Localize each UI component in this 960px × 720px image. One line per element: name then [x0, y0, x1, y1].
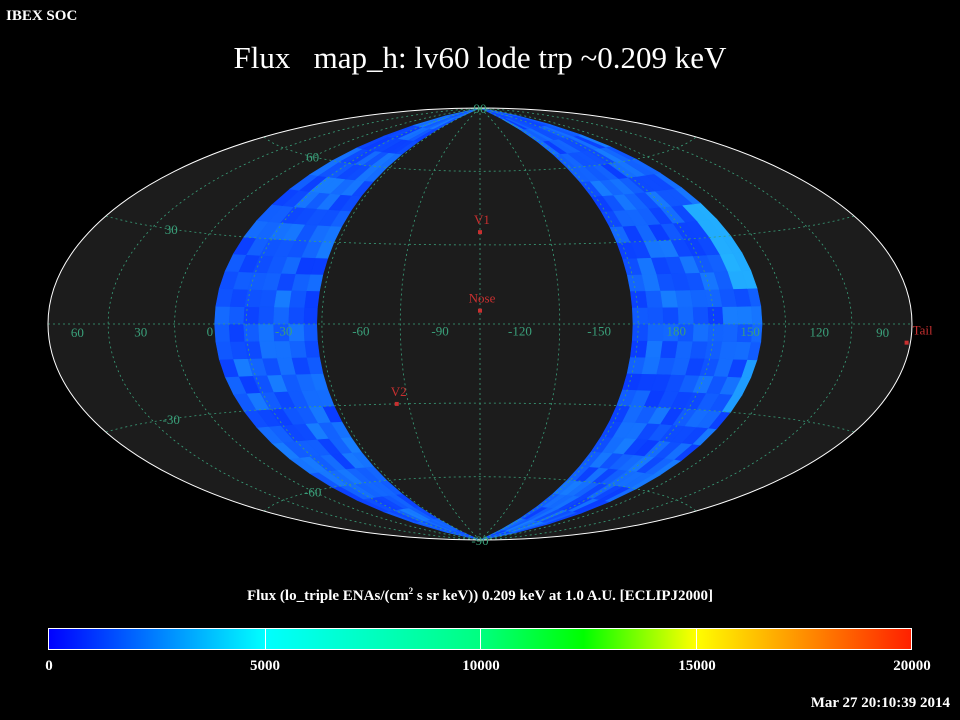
- longitude-label: 180: [667, 324, 687, 339]
- flux-cell: [289, 340, 308, 358]
- colorbar: [48, 628, 912, 650]
- flux-cell: [662, 306, 680, 325]
- flux-cell: [304, 290, 320, 308]
- flux-cell: [243, 306, 260, 325]
- meridian-line: [107, 107, 481, 541]
- colorbar-label: 5000: [250, 658, 280, 674]
- flux-cell: [645, 340, 664, 358]
- longitude-label: -90: [431, 323, 448, 338]
- flux-cell: [677, 306, 695, 325]
- flux-cell: [214, 323, 231, 343]
- caption-text-rest: s sr keV)) 0.209 keV at 1.0 A.U. [ECLIPJ…: [413, 588, 714, 604]
- latitude-label: 30: [165, 222, 178, 237]
- corner-label: IBEX SOC: [6, 8, 78, 24]
- graticule: [48, 107, 912, 541]
- parallel-line: [105, 215, 855, 246]
- flux-cell: [630, 290, 649, 308]
- parallel-line: [263, 136, 697, 172]
- flux-cell: [736, 305, 753, 325]
- marker-point: [478, 308, 482, 313]
- flux-cell: [751, 305, 763, 325]
- colorbar-label: 10000: [462, 658, 500, 674]
- flux-cell: [304, 340, 320, 358]
- flux-cell: [243, 323, 260, 342]
- flux-cell: [288, 306, 306, 325]
- flux-cell: [675, 289, 694, 308]
- graticule-labels: 60 30 0 -30 -60 -90 -120 -150 180 150 120 90 90 60 30 -…: [71, 101, 889, 548]
- flux-cell: [692, 323, 710, 342]
- flux-cell: [274, 340, 293, 359]
- flux-cell: [675, 340, 694, 359]
- marker-point: [394, 401, 399, 406]
- flux-cell: [645, 290, 664, 308]
- marker-label: V1: [474, 212, 490, 227]
- longitude-label: -60: [352, 323, 369, 338]
- flux-cell: [303, 323, 318, 342]
- colorbar-tick: [480, 629, 481, 649]
- colorbar-label: 15000: [678, 658, 716, 674]
- flux-cell: [660, 340, 679, 359]
- flux-cell: [258, 323, 275, 342]
- flux-layer: [214, 107, 763, 541]
- colorbar-tick: [695, 629, 697, 649]
- flux-cell: [707, 306, 724, 325]
- longitude-label: 30: [134, 324, 147, 339]
- latitude-label: -30: [163, 412, 180, 427]
- latitude-label: 90: [474, 101, 487, 116]
- markers: V1 Nose V2 Tail: [391, 212, 933, 406]
- map-outline: [47, 107, 913, 541]
- flux-cell: [707, 323, 724, 342]
- colorbar-tick: [264, 629, 266, 649]
- flux-cell: [303, 306, 318, 325]
- flux-cell: [630, 340, 649, 358]
- parallel-line: [105, 402, 855, 433]
- flux-cell: [273, 306, 290, 325]
- flux-cell: [289, 290, 308, 308]
- flux-cell: [692, 306, 710, 325]
- marker-label: Tail: [913, 323, 933, 338]
- longitude-label: -150: [587, 323, 611, 338]
- meridian-line: [245, 107, 481, 541]
- longitude-label: -30: [275, 324, 292, 339]
- colorbar-label: 20000: [893, 658, 931, 674]
- flux-cell: [647, 323, 665, 342]
- flux-cell: [479, 107, 518, 116]
- flux-cell: [214, 305, 231, 325]
- marker-label: V2: [391, 384, 407, 399]
- flux-cell: [631, 323, 649, 341]
- marker-point: [478, 230, 482, 235]
- flux-cell: [259, 289, 278, 308]
- parallel-line: [263, 476, 697, 512]
- longitude-label: 120: [809, 324, 829, 339]
- flux-cell: [228, 306, 246, 325]
- longitude-label: 90: [876, 325, 889, 340]
- flux-cell: [722, 306, 739, 325]
- flux-cell: [722, 323, 739, 342]
- longitude-label: 150: [740, 324, 760, 339]
- longitude-label: 60: [71, 325, 84, 340]
- timestamp: Mar 27 20:10:39 2014: [810, 695, 950, 711]
- flux-cell: [647, 306, 665, 325]
- flux-cell: [660, 289, 679, 308]
- latitude-label: -60: [304, 484, 321, 499]
- flux-cell: [258, 306, 275, 325]
- longitude-label: 0: [207, 324, 214, 339]
- flux-cell: [274, 289, 293, 308]
- flux-cell: [631, 307, 649, 325]
- meridian-line: [479, 107, 853, 541]
- flux-cell: [259, 340, 278, 359]
- caption-text: Flux (lo_triple ENAs/(cm: [246, 588, 409, 604]
- caption-superscript: 2: [408, 586, 414, 596]
- colorbar-label: 0: [45, 658, 53, 674]
- longitude-label: -120: [508, 323, 532, 338]
- marker-label: Nose: [469, 291, 496, 306]
- latitude-label: -90: [471, 533, 488, 548]
- latitude-label: 60: [306, 150, 319, 165]
- chart-title: Flux map_h: lv60 lode trp ~0.209 keV: [233, 40, 727, 75]
- colorbar-caption: Flux (lo_triple ENAs/(cm2 s sr keV)) 0.2…: [0, 586, 960, 605]
- marker-point: [904, 340, 909, 345]
- flux-cell: [228, 323, 246, 342]
